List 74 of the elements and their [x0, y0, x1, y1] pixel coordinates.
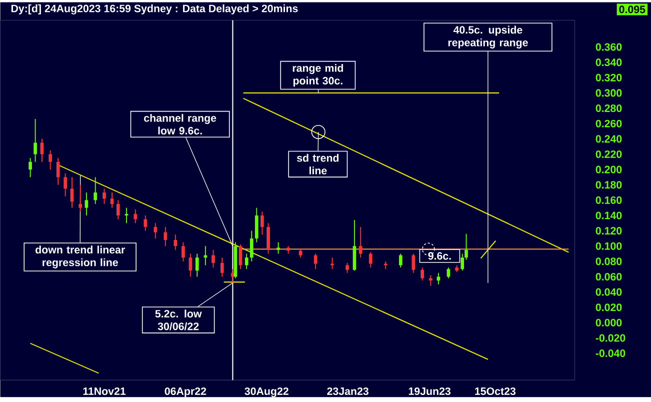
y-tick-label: 0.260 [596, 120, 622, 128]
candlestick [460, 253, 464, 272]
y-tick-label: 0.320 [596, 74, 622, 82]
y-tick-label: 0.120 [596, 227, 622, 235]
y-tick-label: 0.000 [596, 319, 622, 327]
candlestick [94, 176, 98, 205]
y-tick-label: 0.360 [596, 43, 622, 52]
candlestick [412, 253, 416, 274]
candlestick [244, 253, 248, 270]
y-tick-label: 0.140 [596, 212, 622, 220]
y-tick-label: 0.100 [596, 242, 622, 250]
candlestick [48, 150, 52, 170]
candlestick [110, 192, 114, 208]
candlestick [352, 220, 356, 272]
candlestick [102, 188, 106, 205]
candlestick [254, 208, 258, 243]
candlestick [116, 200, 120, 220]
candlestick [436, 272, 440, 286]
candlestick [276, 242, 280, 254]
y-tick-label: 0.300 [596, 89, 622, 97]
candlestick [429, 274, 432, 287]
candlestick [266, 222, 270, 254]
candlestick [182, 242, 185, 262]
y-tick-label: -0.020 [596, 334, 626, 342]
candlestick [330, 257, 334, 270]
candlestick [84, 192, 88, 216]
y-tick-label: 0.020 [596, 304, 622, 312]
chart-title: Dy:[d] 24Aug2023 16:59 Sydney : Data Delayed > 20mins [11, 4, 298, 15]
candlestick [368, 252, 372, 268]
y-tick-label: 0.220 [596, 150, 622, 158]
y-tick-label: 0.180 [596, 181, 622, 189]
annotation: channel range low 9.6c. [144, 114, 216, 135]
annotation: 5.2c. low 30/06/22 [155, 310, 202, 330]
x-tick-label: 19Jun23 [408, 388, 451, 396]
candlestick [56, 158, 60, 186]
candlestick [64, 173, 67, 197]
candlestick [134, 209, 138, 224]
candlestick [195, 253, 199, 278]
text: 0.095 [619, 6, 646, 14]
y-tick-label: 0.060 [596, 273, 622, 281]
y-tick-label: 0.340 [596, 58, 622, 66]
candlestick [34, 118, 37, 163]
y-tick-label: 0.240 [596, 135, 622, 143]
candlestick [124, 208, 128, 224]
x-tick-label: 23Jan23 [327, 388, 368, 396]
candlestick [212, 250, 215, 268]
candlestick [70, 176, 74, 208]
annotation: 40.5c. upside repeating range [448, 26, 528, 49]
candlestick [260, 211, 264, 236]
candlestick [346, 262, 349, 274]
x-tick-label: 15Oct23 [475, 388, 516, 396]
y-tick-label: -0.040 [596, 350, 626, 358]
y-tick-label: 0.040 [596, 288, 622, 296]
y-tick-label: 0.280 [596, 104, 622, 112]
candlestick [358, 226, 362, 258]
candlestick [220, 257, 224, 278]
annotation: 9.6c. [428, 252, 451, 260]
x-tick-label: 30Aug22 [244, 388, 288, 398]
candlestick [154, 222, 158, 240]
candlestick [250, 230, 254, 262]
candlestick [28, 158, 32, 178]
candlestick [420, 267, 424, 282]
annotation: range mid point 30c. [292, 64, 343, 87]
candlestick [188, 253, 192, 278]
annotation: sd trend line [296, 154, 339, 175]
y-tick-label: 0.080 [596, 258, 622, 266]
y-tick-label: 0.200 [596, 166, 622, 174]
x-tick-label: 11Nov21 [83, 388, 126, 396]
candlestick [40, 138, 44, 163]
x-tick-label: 06Apr22 [164, 388, 206, 398]
candlestick [398, 253, 402, 268]
candlestick [144, 215, 148, 232]
y-tick-label: 0.160 [596, 196, 622, 204]
annotation: down trend linear regression line [36, 246, 125, 269]
